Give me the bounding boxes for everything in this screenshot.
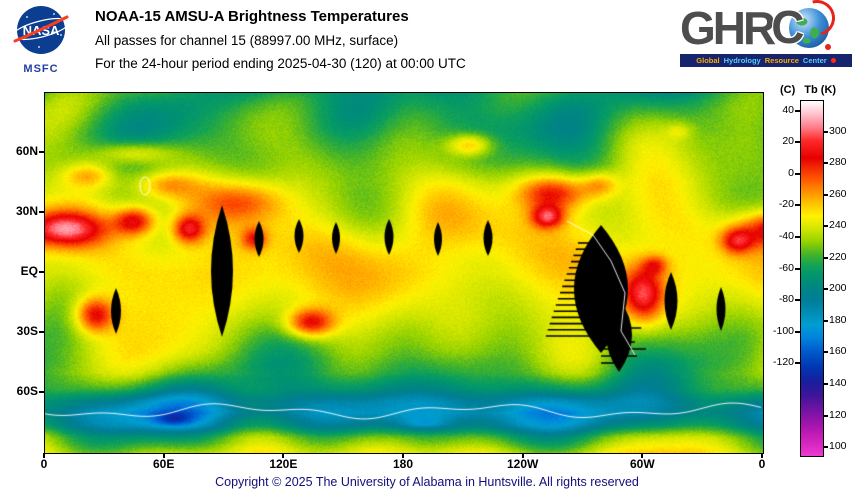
lat-label: EQ — [20, 264, 38, 278]
kelvin-tick-label: 160 — [829, 345, 847, 358]
ghrc-tagline-word: Resource — [764, 56, 799, 65]
map-plot — [44, 92, 764, 454]
kelvin-tick-label: 120 — [829, 408, 847, 421]
lat-tick-mark — [39, 271, 44, 273]
lon-label: 60W — [629, 457, 655, 471]
celsius-tick-mark — [795, 267, 800, 270]
globe-icon — [789, 8, 830, 48]
kelvin-tick-mark — [823, 193, 828, 196]
celsius-tick-mark — [795, 330, 800, 333]
kelvin-tick-label: 240 — [829, 219, 847, 232]
lon-tick-mark — [282, 453, 285, 458]
celsius-tick-mark — [795, 172, 800, 175]
kelvin-tick-mark — [823, 288, 828, 291]
colorbar-gradient — [800, 100, 824, 457]
kelvin-tick-mark — [823, 162, 828, 165]
lat-label: 60N — [15, 144, 38, 158]
kelvin-tick-label: 100 — [829, 440, 847, 453]
kelvin-tick-mark — [823, 414, 828, 417]
lat-tick-mark — [39, 211, 44, 213]
kelvin-tick-mark — [823, 130, 828, 133]
lat-tick-mark — [39, 331, 44, 333]
brightness-temperature-map — [44, 92, 764, 454]
lon-tick-mark — [43, 453, 45, 458]
celsius-tick-label: 0 — [788, 166, 794, 179]
ghrc-tagline: Global Hydrology Resource Center — [680, 54, 852, 67]
nasa-swoosh-icon — [13, 15, 69, 43]
celsius-tick-mark — [795, 141, 800, 144]
period-line: For the 24-hour period ending 2025-04-30… — [95, 56, 466, 71]
lon-label: 0 — [40, 457, 48, 471]
celsius-tick-label: -80 — [778, 293, 794, 306]
lon-tick-mark — [641, 453, 644, 458]
lon-tick-mark — [162, 453, 165, 458]
celsius-tick-label: -100 — [772, 324, 794, 337]
celsius-tick-label: -60 — [778, 261, 794, 274]
lon-label: 120E — [269, 457, 298, 471]
ghrc-logo: GHR C Global Hydrology Resource Center — [680, 0, 852, 67]
lon-tick-mark — [761, 453, 763, 458]
ghrc-acronym-row: GHR C — [680, 0, 852, 54]
lon-label: 60E — [152, 457, 175, 471]
celsius-tick-mark — [795, 204, 800, 207]
lon-label: 120W — [506, 457, 539, 471]
kelvin-tick-mark — [823, 446, 828, 449]
lat-label: 60S — [16, 384, 38, 398]
kelvin-tick-mark — [823, 319, 828, 322]
msfc-label: MSFC — [23, 63, 59, 75]
celsius-tick-mark — [795, 236, 800, 239]
kelvin-tick-label: 260 — [829, 187, 847, 200]
kelvin-tick-label: 200 — [829, 282, 847, 295]
celsius-tick-label: -20 — [778, 198, 794, 211]
lon-tick-mark — [521, 453, 524, 458]
nasa-logo: NASA — [12, 6, 70, 54]
celsius-tick-mark — [795, 109, 800, 112]
ghrc-red-dot-icon — [825, 44, 832, 50]
kelvin-tick-label: 180 — [829, 313, 847, 326]
ghrc-tagline-word: Hydrology — [723, 56, 761, 65]
page-title: NOAA-15 AMSU-A Brightness Temperatures — [95, 8, 409, 25]
kelvin-tick-mark — [823, 256, 828, 259]
lon-tick-mark — [402, 453, 404, 458]
celsius-tick-label: 20 — [782, 135, 794, 148]
kelvin-tick-label: 280 — [829, 156, 847, 169]
copyright-notice: Copyright © 2025 The University of Alaba… — [215, 475, 639, 489]
colorbar-unit-celsius: (C) — [780, 84, 796, 96]
colorbar-units: (C) Tb (K) — [780, 84, 836, 96]
kelvin-tick-label: 300 — [829, 124, 847, 137]
kelvin-tick-label: 220 — [829, 250, 847, 263]
header-titles: NOAA-15 AMSU-A Brightness Temperatures A… — [95, 8, 466, 79]
channel-subtitle: All passes for channel 15 (88997.00 MHz,… — [95, 33, 399, 48]
ghrc-tagline-word: Global — [696, 56, 720, 65]
ghrc-globe-group: C — [771, 0, 842, 52]
lat-label: 30S — [16, 324, 38, 338]
celsius-tick-label: 40 — [782, 103, 794, 116]
celsius-tick-mark — [795, 299, 800, 302]
lat-tick-mark — [39, 391, 44, 393]
lat-tick-mark — [39, 151, 44, 153]
kelvin-tick-mark — [823, 351, 828, 354]
celsius-tick-label: -120 — [772, 356, 794, 369]
celsius-tick-label: -40 — [778, 230, 794, 243]
ghrc-tagline-dot-icon — [830, 58, 836, 63]
lon-label: 180 — [392, 457, 414, 471]
kelvin-tick-label: 140 — [829, 377, 847, 389]
kelvin-tick-mark — [823, 383, 828, 385]
kelvin-tick-mark — [823, 225, 828, 228]
ghrc-acronym-prefix: GHR — [680, 2, 776, 54]
ghrc-letter-c: C — [771, 1, 805, 53]
ghrc-tagline-word: Center — [802, 56, 827, 65]
celsius-tick-mark — [795, 362, 800, 365]
lat-label: 30N — [15, 204, 38, 218]
colorbar-unit-kelvin: Tb (K) — [804, 84, 837, 96]
nasa-logo-block: NASA MSFC — [8, 5, 74, 75]
lon-label: 0 — [758, 457, 766, 471]
